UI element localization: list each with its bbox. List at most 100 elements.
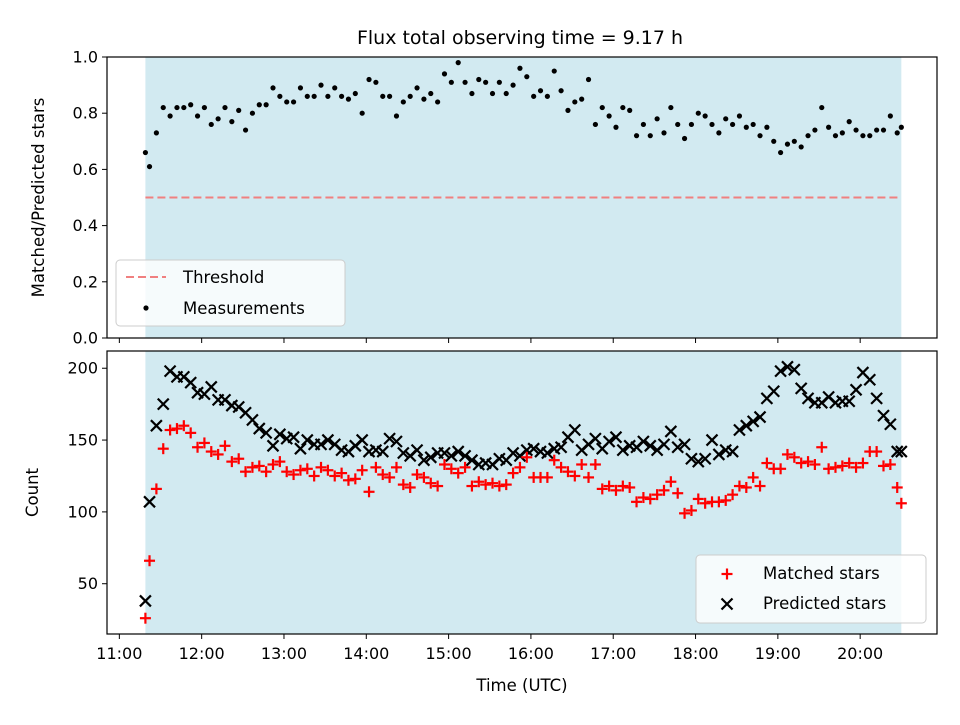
count-x-ticks: 11:00 12:00 13:00 14:00 15:00 16:00 17:00 18:00… bbox=[96, 634, 883, 663]
measurement-point bbox=[188, 102, 194, 108]
matched-star-point bbox=[583, 471, 595, 483]
matched-star-point bbox=[452, 467, 464, 479]
measurement-point bbox=[524, 74, 530, 80]
measurement-point bbox=[695, 110, 701, 116]
predicted-stars-points bbox=[139, 360, 908, 608]
count-x-tick-label: 14:00 bbox=[343, 644, 389, 663]
count-y-ticks: 50 100 150 200 bbox=[67, 359, 107, 593]
measurement-point bbox=[201, 104, 208, 111]
predicted-star-point bbox=[877, 409, 890, 422]
matched-star-point bbox=[610, 484, 622, 496]
predicted-star-point bbox=[589, 432, 602, 445]
measurement-point bbox=[229, 119, 235, 125]
matched-star-point bbox=[733, 480, 745, 492]
predicted-star-point bbox=[733, 423, 746, 437]
measurement-point bbox=[421, 96, 427, 102]
ratio-y-tick-label: 0.0 bbox=[73, 329, 98, 348]
measurement-point bbox=[784, 141, 791, 147]
measurement-point bbox=[249, 110, 256, 116]
predicted-star-point bbox=[849, 383, 863, 397]
measurement-point bbox=[455, 60, 461, 66]
count-y-tick-label: 50 bbox=[78, 574, 98, 593]
predicted-star-point bbox=[554, 440, 568, 454]
predicted-star-point bbox=[568, 423, 582, 437]
measurement-point bbox=[352, 90, 358, 97]
matched-star-point bbox=[404, 481, 416, 493]
matched-star-point bbox=[692, 493, 704, 505]
matched-star-point bbox=[192, 441, 204, 453]
x-axis-label: Time (UTC) bbox=[475, 676, 567, 695]
predicted-star-point bbox=[781, 360, 794, 374]
matched-star-point bbox=[877, 460, 889, 472]
measurement-point bbox=[579, 96, 585, 102]
matched-star-point bbox=[185, 427, 197, 439]
measurement-point bbox=[290, 99, 297, 105]
matched-star-point bbox=[603, 480, 615, 492]
matched-star-point bbox=[699, 497, 711, 509]
matched-star-point bbox=[377, 469, 389, 481]
matched-star-point bbox=[685, 504, 697, 516]
matched-star-point bbox=[219, 440, 231, 452]
matched-star-point bbox=[569, 470, 581, 482]
matched-star-point bbox=[775, 463, 787, 475]
predicted-star-point bbox=[767, 384, 781, 398]
ratio-legend: Threshold Measurements bbox=[115, 259, 346, 327]
measurement-point bbox=[236, 107, 242, 113]
matched-star-point bbox=[850, 461, 862, 473]
measurement-point bbox=[640, 121, 647, 128]
count-x-tick-label: 17:00 bbox=[590, 644, 636, 663]
count-y-axis-label: Count bbox=[23, 467, 42, 517]
predicted-star-point bbox=[451, 445, 465, 458]
matched-star-point bbox=[781, 448, 793, 460]
count-x-tick-label: 12:00 bbox=[179, 644, 225, 663]
ratio-y-tick-label: 0.4 bbox=[73, 216, 98, 235]
measurement-point bbox=[222, 104, 228, 111]
legend-matched-swatch bbox=[721, 568, 733, 580]
measurement-point bbox=[393, 113, 400, 119]
predicted-star-point bbox=[678, 438, 691, 451]
count-x-tick-label: 20:00 bbox=[837, 644, 883, 663]
predicted-star-point bbox=[273, 428, 287, 441]
matched-star-point bbox=[260, 466, 272, 478]
measurement-point bbox=[174, 104, 180, 111]
predicted-star-point bbox=[884, 417, 897, 431]
count-x-tick-label: 15:00 bbox=[426, 644, 472, 663]
matched-star-point bbox=[466, 480, 478, 492]
predicted-star-point bbox=[266, 439, 280, 453]
predicted-star-point bbox=[139, 594, 152, 608]
measurement-point bbox=[702, 113, 708, 119]
measurement-point bbox=[215, 116, 221, 122]
measurement-point bbox=[489, 90, 496, 97]
measurement-point bbox=[675, 121, 681, 128]
matched-star-point bbox=[637, 492, 649, 504]
matched-star-point bbox=[384, 471, 396, 483]
measurement-point bbox=[743, 124, 749, 130]
measurement-point bbox=[270, 85, 276, 91]
legend-predicted-label: Predicted stars bbox=[763, 594, 886, 613]
measurement-point bbox=[448, 79, 454, 85]
measurement-point bbox=[181, 104, 187, 111]
matched-star-point bbox=[205, 446, 217, 458]
measurement-point bbox=[805, 133, 811, 139]
measurement-point bbox=[585, 76, 592, 83]
matched-star-point bbox=[281, 466, 293, 478]
matched-star-point bbox=[301, 463, 313, 475]
matched-star-point bbox=[884, 458, 896, 470]
measurement-point bbox=[853, 127, 859, 133]
matched-star-point bbox=[829, 461, 841, 473]
predicted-star-point bbox=[184, 376, 197, 389]
measurement-point bbox=[860, 133, 866, 139]
chart-title: Flux total observing time = 9.17 h bbox=[357, 27, 683, 49]
matched-star-point bbox=[198, 437, 210, 449]
predicted-star-point bbox=[602, 435, 616, 448]
count-y-tick-label: 200 bbox=[67, 359, 98, 378]
predicted-star-point bbox=[445, 449, 458, 463]
matched-star-point bbox=[480, 479, 492, 491]
matched-star-point bbox=[157, 443, 169, 455]
matched-star-point bbox=[747, 471, 759, 483]
measurement-point bbox=[407, 93, 413, 99]
predicted-star-point bbox=[705, 433, 719, 447]
predicted-star-point bbox=[204, 380, 218, 394]
matched-star-point bbox=[432, 480, 444, 492]
matched-star-point bbox=[164, 424, 176, 436]
